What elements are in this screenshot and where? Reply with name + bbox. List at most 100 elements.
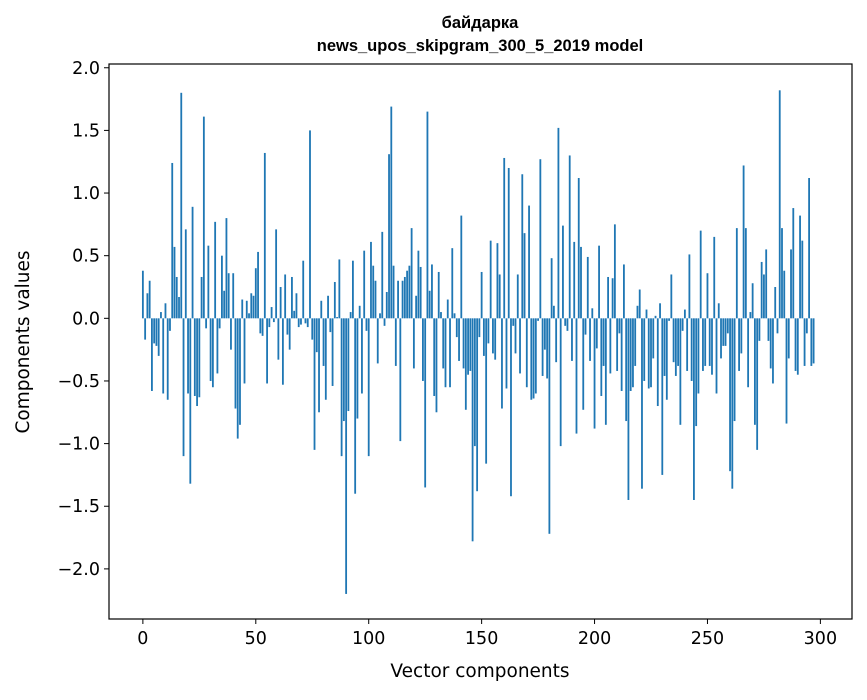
bar-29 xyxy=(207,245,210,319)
bar-4 xyxy=(151,318,153,391)
bar-86 xyxy=(336,317,338,319)
bar-128 xyxy=(431,264,433,319)
bar-242 xyxy=(688,254,691,319)
bar-218 xyxy=(634,318,637,366)
bar-15 xyxy=(175,276,178,319)
bar-202 xyxy=(598,245,600,319)
bar-285 xyxy=(785,318,788,424)
bar-126 xyxy=(426,111,429,319)
bar-195 xyxy=(582,318,585,410)
bar-68 xyxy=(295,293,298,319)
bar-34 xyxy=(218,318,221,329)
x-tick-label: 100 xyxy=(352,629,385,649)
y-axis-ticks: 2.0 1.5 1.0 0.5 0.0 −0.5 −1.0 −1.5 −2.0 xyxy=(58,59,109,580)
bar-16 xyxy=(178,297,180,319)
bar-209 xyxy=(613,224,616,319)
bar-54 xyxy=(263,152,266,319)
x-tick-label: 300 xyxy=(804,629,837,649)
bar-245 xyxy=(695,318,698,427)
bar-174 xyxy=(534,318,537,394)
bar-213 xyxy=(623,264,625,319)
bar-77 xyxy=(315,318,318,353)
bar-271 xyxy=(753,318,756,425)
bar-136 xyxy=(449,318,451,388)
bar-292 xyxy=(801,240,804,319)
bar-184 xyxy=(557,127,560,319)
bar-141 xyxy=(460,215,463,319)
bar-296 xyxy=(810,318,813,366)
bar-279 xyxy=(772,318,774,384)
bar-120 xyxy=(412,318,415,369)
bar-216 xyxy=(629,318,632,391)
bar-295 xyxy=(808,178,810,319)
bar-30 xyxy=(209,318,212,381)
bar-38 xyxy=(227,273,230,319)
bar-284 xyxy=(783,270,786,319)
y-tick-label: 2.0 xyxy=(72,59,100,79)
bar-51 xyxy=(257,251,259,319)
bar-117 xyxy=(406,270,409,319)
bar-283 xyxy=(781,228,783,319)
bar-293 xyxy=(803,318,806,366)
bar-269 xyxy=(749,312,752,319)
bar-66 xyxy=(291,276,293,319)
bar-134 xyxy=(444,318,447,388)
bar-181 xyxy=(550,258,553,319)
bar-48 xyxy=(250,293,253,319)
bar-1 xyxy=(144,318,147,340)
bar-169 xyxy=(523,233,526,319)
x-tick-label: 250 xyxy=(691,629,724,649)
bar-232 xyxy=(665,318,668,400)
bar-3 xyxy=(148,280,151,319)
bar-11 xyxy=(166,318,169,400)
bar-92 xyxy=(349,312,352,319)
bar-157 xyxy=(496,243,499,319)
bar-272 xyxy=(756,318,759,450)
bar-161 xyxy=(505,318,508,389)
x-tick-label: 200 xyxy=(578,629,611,649)
bar-159 xyxy=(501,318,503,409)
bar-177 xyxy=(541,318,544,376)
bar-98 xyxy=(363,250,366,319)
bars-group xyxy=(141,90,815,594)
bar-131 xyxy=(437,271,440,319)
bar-151 xyxy=(482,318,485,356)
bar-26 xyxy=(200,276,203,319)
bar-225 xyxy=(650,318,652,388)
bar-158 xyxy=(498,274,501,319)
bar-289 xyxy=(794,318,797,371)
bar-25 xyxy=(198,318,201,398)
bar-114 xyxy=(399,318,402,442)
bar-112 xyxy=(394,318,397,366)
bar-14 xyxy=(173,246,176,319)
bar-111 xyxy=(392,265,395,319)
bar-93 xyxy=(352,260,354,319)
bar-60 xyxy=(277,318,280,360)
bar-129 xyxy=(433,318,436,396)
bar-167 xyxy=(519,318,521,374)
bar-99 xyxy=(365,318,368,331)
bar-87 xyxy=(338,259,341,319)
bar-180 xyxy=(548,318,551,534)
bar-81 xyxy=(324,318,327,400)
bar-268 xyxy=(747,318,750,388)
y-tick-label: −1.5 xyxy=(58,497,101,517)
x-axis-label: Vector components xyxy=(390,661,569,682)
bar-280 xyxy=(774,287,777,319)
bar-259 xyxy=(726,318,729,334)
bar-150 xyxy=(480,271,483,319)
bar-153 xyxy=(487,318,490,344)
bar-89 xyxy=(342,318,345,422)
bar-27 xyxy=(202,116,205,319)
bar-138 xyxy=(453,313,456,319)
x-tick-label: 150 xyxy=(465,629,498,649)
bar-10 xyxy=(164,303,167,319)
bar-235 xyxy=(672,318,675,363)
bar-84 xyxy=(331,318,334,386)
bar-233 xyxy=(668,318,670,321)
bar-124 xyxy=(422,318,424,381)
bar-260 xyxy=(729,318,731,472)
bar-278 xyxy=(769,318,772,369)
bar-176 xyxy=(539,159,542,319)
bar-9 xyxy=(162,318,165,394)
